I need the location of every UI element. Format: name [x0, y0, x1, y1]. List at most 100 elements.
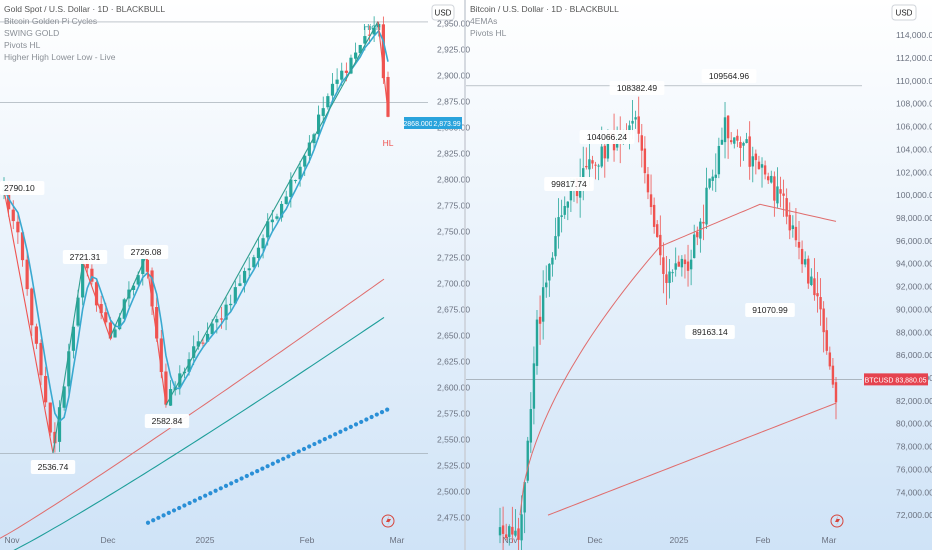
x-tick-label: Dec [587, 535, 603, 545]
pi-cycle-dot [171, 508, 177, 513]
pi-cycle-dot [161, 513, 166, 518]
x-tick-label: Feb [756, 535, 771, 545]
candle-body [779, 189, 782, 194]
candle-body [776, 186, 779, 204]
y-tick-label: 90,000.00 [896, 304, 932, 314]
candle-body [307, 142, 311, 156]
y-tick-label: 2,825.00 [437, 149, 470, 159]
candle-body [330, 83, 335, 96]
candle-body [717, 145, 721, 175]
candle-body [699, 221, 702, 239]
candle-body [150, 270, 154, 307]
candle-body [71, 326, 75, 351]
pi-cycle-dot [322, 437, 327, 442]
pivot-label: 108382.49 [617, 83, 657, 93]
candle-body [560, 215, 563, 217]
swing-zigzag-segment [377, 21, 389, 112]
pi-cycle-dot [296, 449, 301, 454]
candle-body [745, 139, 748, 144]
pi-cycle-dot [364, 417, 369, 422]
candle-body [238, 283, 242, 286]
candle-body [566, 201, 570, 208]
candle-body [646, 174, 650, 193]
pi-cycle-dot [333, 432, 338, 437]
candle-body [113, 329, 117, 338]
pivot-label-box [579, 130, 635, 144]
candle-body [122, 299, 126, 319]
candle-body [788, 214, 791, 231]
candle-body [748, 136, 751, 167]
candle-body [354, 52, 358, 59]
bolt-icon[interactable] [381, 514, 395, 528]
candle-body [736, 135, 739, 141]
pi-cycle-dot [369, 414, 374, 420]
swing-smoothed-line [3, 29, 389, 423]
y-tick-label: 2,475.00 [437, 513, 470, 523]
candle-body [104, 312, 108, 323]
candle-body [674, 263, 677, 270]
pivot-label-box [701, 69, 757, 83]
y-tick-label: 2,875.00 [437, 97, 470, 107]
x-tick-label: Nov [502, 535, 518, 545]
y-tick-label: 74,000.00 [896, 487, 932, 497]
candle-body [535, 319, 539, 366]
pi-cycle-dot [229, 481, 234, 486]
candle-body [508, 526, 511, 537]
candle-body [739, 141, 742, 148]
candle-body [358, 44, 362, 54]
pi-cycle-dot [301, 446, 307, 452]
pivot-label-box [0, 181, 45, 195]
currency-badge-text: USD [896, 9, 913, 18]
candle-body [242, 270, 247, 283]
candle-body [723, 117, 727, 143]
bolt-icon [386, 516, 391, 526]
candle-body [597, 165, 600, 167]
candle-body [733, 137, 736, 144]
pi-cycle-dot [286, 454, 291, 459]
pivot-label-box [544, 177, 594, 191]
y-tick-label: 2,700.00 [437, 279, 470, 289]
candle-body [637, 116, 640, 134]
y-tick-label: 104,000.00 [896, 144, 932, 154]
candle-body [85, 259, 89, 269]
candle-body [298, 166, 302, 180]
candle-body [770, 175, 773, 183]
candle-body [517, 528, 520, 540]
y-tick-label: 78,000.00 [896, 442, 932, 452]
candle-body [773, 176, 776, 201]
pi-cycle-dot [166, 510, 171, 515]
candle-body [81, 259, 85, 298]
candle-body [372, 27, 376, 35]
y-tick-label: 2,550.00 [437, 435, 470, 445]
candle-body [822, 308, 825, 333]
candle-body [634, 117, 637, 120]
candle-body [381, 24, 385, 79]
pivot-label-box [685, 325, 735, 339]
candle-body [76, 297, 80, 326]
x-tick-label: Feb [300, 535, 315, 545]
candle-body [20, 232, 25, 261]
candle-body [705, 187, 708, 225]
y-tick-label: 2,925.00 [437, 45, 470, 55]
pi-cycle-dot [239, 476, 244, 481]
candle-body [751, 156, 754, 167]
currency-badge[interactable] [431, 4, 455, 21]
y-tick-label: 76,000.00 [896, 464, 932, 474]
y-tick-label: 92,000.00 [896, 282, 932, 292]
pivot-label: 104066.24 [587, 132, 627, 142]
bolt-icon[interactable] [830, 514, 844, 528]
candle-body [557, 217, 560, 237]
candle-body [711, 176, 714, 181]
currency-badge[interactable] [891, 4, 917, 21]
candle-body [785, 198, 788, 217]
candle-body [782, 193, 785, 196]
candle-body [538, 316, 542, 324]
moving-average-ema [519, 203, 837, 516]
pi-cycle-dot [151, 518, 156, 523]
pi-cycle-dot [182, 503, 187, 508]
candle-body [600, 146, 603, 167]
candle-body [326, 96, 330, 108]
candle-body [210, 323, 214, 335]
candle-body [834, 382, 838, 403]
